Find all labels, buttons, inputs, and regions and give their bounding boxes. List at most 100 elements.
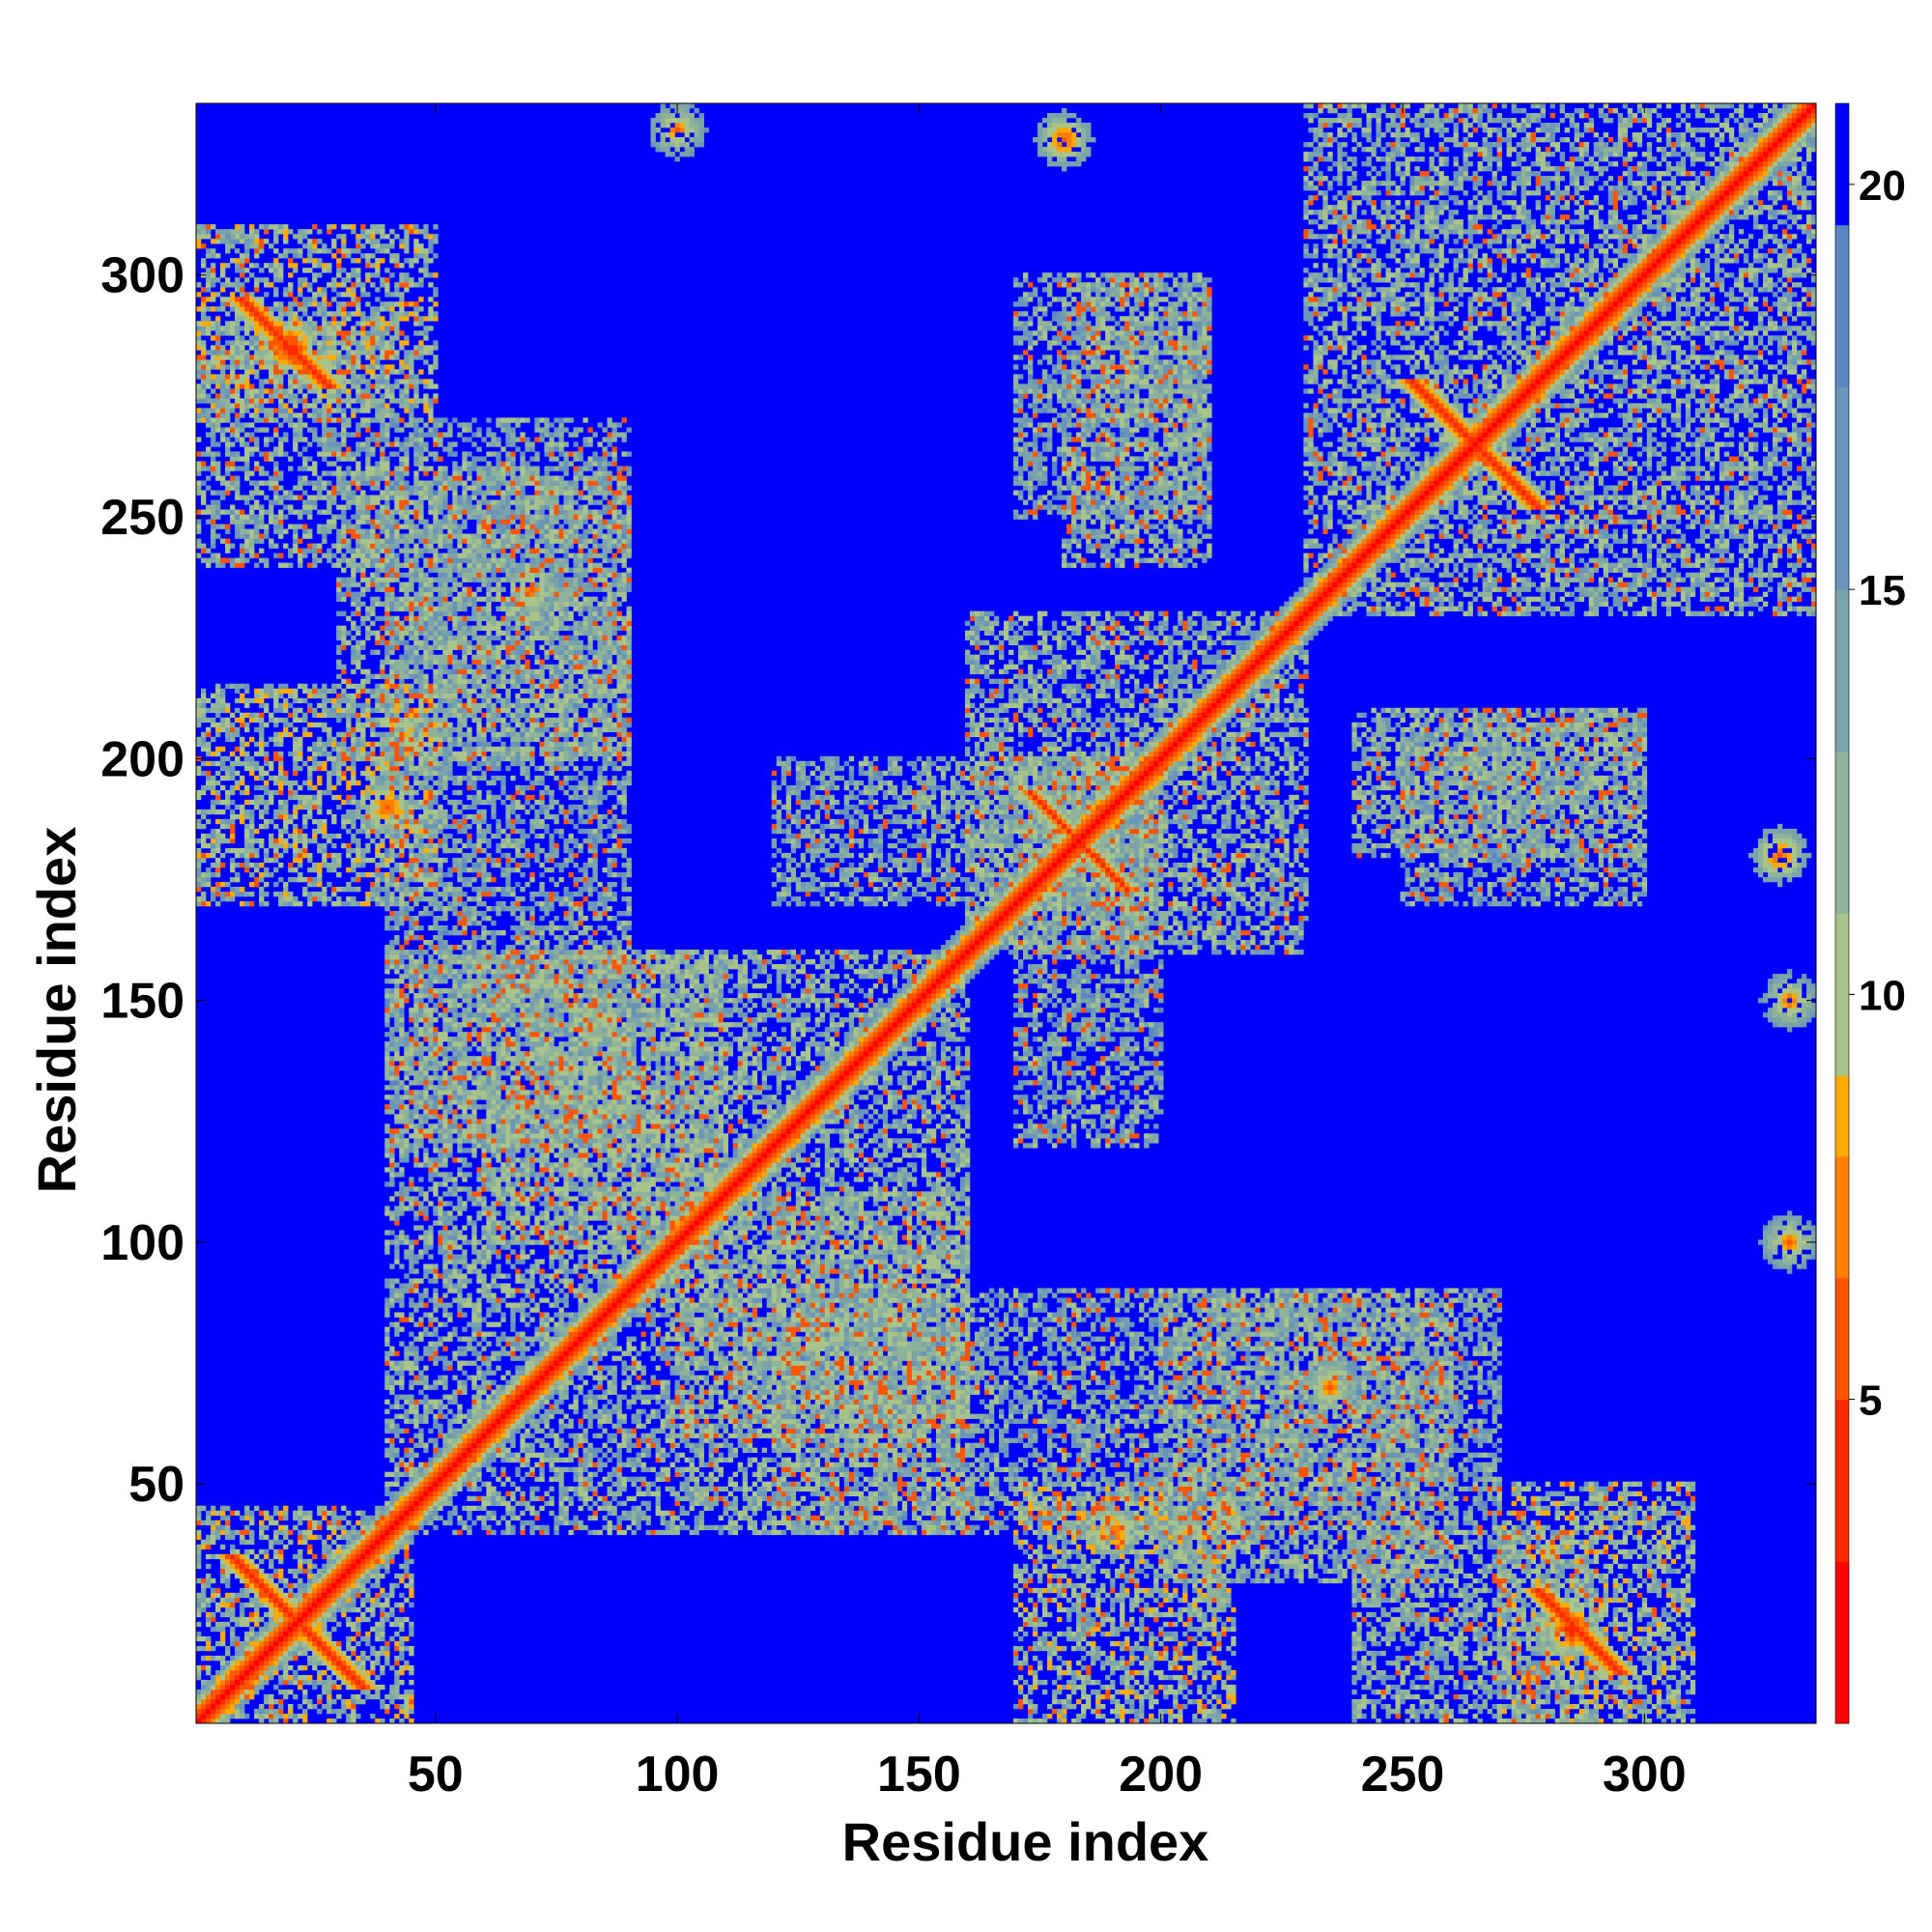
heatmap-cell bbox=[1545, 1611, 1550, 1618]
heatmap-cell bbox=[1622, 1563, 1629, 1570]
heatmap-cell bbox=[370, 1563, 376, 1570]
heatmap-cell bbox=[1385, 1573, 1391, 1579]
heatmap-cell bbox=[1578, 1669, 1585, 1676]
heatmap-cell bbox=[1308, 1563, 1314, 1570]
heatmap-cell bbox=[433, 1505, 439, 1512]
heatmap-cell bbox=[1139, 1524, 1145, 1531]
heatmap-cell bbox=[1540, 1621, 1546, 1628]
heatmap-cell bbox=[259, 1582, 265, 1589]
heatmap-cell bbox=[283, 1718, 289, 1724]
heatmap-cell bbox=[322, 1645, 327, 1652]
heatmap-cell bbox=[785, 1524, 792, 1531]
heatmap-cell bbox=[1617, 1655, 1624, 1662]
heatmap-cell bbox=[302, 1631, 308, 1637]
heatmap-cell bbox=[940, 1520, 947, 1526]
heatmap-cell bbox=[1549, 1539, 1555, 1546]
heatmap-cell bbox=[727, 1500, 733, 1507]
heatmap-cell bbox=[370, 1650, 376, 1657]
heatmap-cell bbox=[1559, 1510, 1565, 1517]
heatmap-cell bbox=[1496, 1529, 1502, 1536]
heatmap-cell bbox=[1115, 1568, 1121, 1575]
heatmap-cell bbox=[1216, 1577, 1222, 1584]
heatmap-cell bbox=[810, 1505, 816, 1512]
heatmap-cell bbox=[1086, 1631, 1092, 1637]
heatmap-cell bbox=[375, 1520, 381, 1526]
heatmap-cell bbox=[201, 1708, 207, 1715]
heatmap-cell bbox=[1318, 1520, 1323, 1526]
heatmap-cell bbox=[1578, 1621, 1585, 1628]
heatmap-cell bbox=[409, 1703, 414, 1710]
heatmap-cell bbox=[1168, 1573, 1174, 1579]
heatmap-cell bbox=[211, 1524, 216, 1531]
heatmap-cell bbox=[1477, 1505, 1488, 1512]
heatmap-cell bbox=[215, 1669, 221, 1676]
heatmap-cell bbox=[1033, 1568, 1038, 1575]
heatmap-cell bbox=[1182, 1679, 1188, 1686]
heatmap-cell bbox=[1525, 1679, 1531, 1686]
heatmap-cell bbox=[346, 1529, 352, 1536]
heatmap-cell bbox=[1496, 1597, 1502, 1604]
heatmap-cell bbox=[1438, 1708, 1444, 1715]
heatmap-cell bbox=[1636, 1703, 1648, 1710]
heatmap-cell bbox=[375, 1597, 381, 1604]
heatmap-cell bbox=[1264, 1505, 1270, 1512]
heatmap-cell bbox=[317, 1582, 323, 1589]
heatmap-cell bbox=[1661, 1708, 1667, 1715]
heatmap-cell bbox=[1482, 1660, 1488, 1666]
heatmap-cell bbox=[1632, 1587, 1638, 1594]
heatmap-cell bbox=[1023, 1582, 1029, 1589]
heatmap-cell bbox=[1187, 1679, 1193, 1686]
heatmap-cell bbox=[1665, 1616, 1672, 1623]
heatmap-cell bbox=[1066, 1664, 1072, 1671]
heatmap-cell bbox=[1530, 1597, 1536, 1604]
heatmap-cell bbox=[264, 1577, 270, 1584]
heatmap-cell bbox=[1598, 1718, 1605, 1724]
heatmap-cell bbox=[935, 1515, 942, 1521]
heatmap-cell bbox=[1134, 1515, 1140, 1521]
heatmap-cell bbox=[1158, 1553, 1169, 1560]
heatmap-cell bbox=[1076, 1616, 1082, 1623]
heatmap-cell bbox=[1163, 1621, 1169, 1628]
heatmap-cell bbox=[1356, 1713, 1362, 1719]
heatmap-cell bbox=[273, 1708, 279, 1715]
heatmap-cell bbox=[331, 1640, 337, 1647]
heatmap-cell bbox=[1438, 1684, 1444, 1690]
heatmap-cell bbox=[1675, 1664, 1682, 1671]
heatmap-cell bbox=[1632, 1684, 1638, 1690]
heatmap-cell bbox=[1207, 1573, 1212, 1579]
heatmap-cell bbox=[278, 1635, 284, 1642]
heatmap-cell bbox=[336, 1548, 342, 1555]
heatmap-cell bbox=[288, 1621, 294, 1628]
heatmap-cell bbox=[1284, 1505, 1290, 1512]
heatmap-cell bbox=[1062, 1645, 1067, 1652]
heatmap-cell bbox=[1463, 1616, 1468, 1623]
heatmap-cell bbox=[1583, 1568, 1595, 1575]
heatmap-cell bbox=[249, 1655, 255, 1662]
heatmap-cell bbox=[1506, 1577, 1517, 1584]
heatmap-cell bbox=[1549, 1568, 1555, 1575]
heatmap-cell bbox=[1414, 1650, 1420, 1657]
heatmap-cell bbox=[1028, 1611, 1034, 1618]
heatmap-cell bbox=[278, 1674, 284, 1681]
heatmap-cell bbox=[607, 1529, 612, 1536]
heatmap-cell bbox=[1530, 1616, 1536, 1623]
heatmap-cell bbox=[201, 1582, 207, 1589]
heatmap-cell bbox=[1549, 1616, 1555, 1623]
heatmap-cell bbox=[283, 1534, 289, 1541]
heatmap-cell bbox=[1525, 1708, 1531, 1715]
heatmap-cell bbox=[1105, 1524, 1111, 1531]
heatmap-cell bbox=[921, 1520, 932, 1526]
heatmap-cell bbox=[1554, 1568, 1560, 1575]
heatmap-cell bbox=[1236, 1524, 1241, 1531]
heatmap-cell bbox=[331, 1626, 337, 1633]
heatmap-cell bbox=[1042, 1563, 1048, 1570]
heatmap-cell bbox=[1665, 1534, 1672, 1541]
heatmap-cell bbox=[240, 1698, 245, 1705]
heatmap-cell bbox=[1627, 1631, 1634, 1637]
heatmap-cell bbox=[206, 1573, 212, 1579]
heatmap-cell bbox=[1574, 1587, 1580, 1594]
heatmap-cell bbox=[1680, 1592, 1687, 1599]
heatmap-cell bbox=[1178, 1640, 1183, 1647]
heatmap-cell bbox=[1356, 1558, 1362, 1565]
heatmap-cell bbox=[1033, 1674, 1038, 1681]
